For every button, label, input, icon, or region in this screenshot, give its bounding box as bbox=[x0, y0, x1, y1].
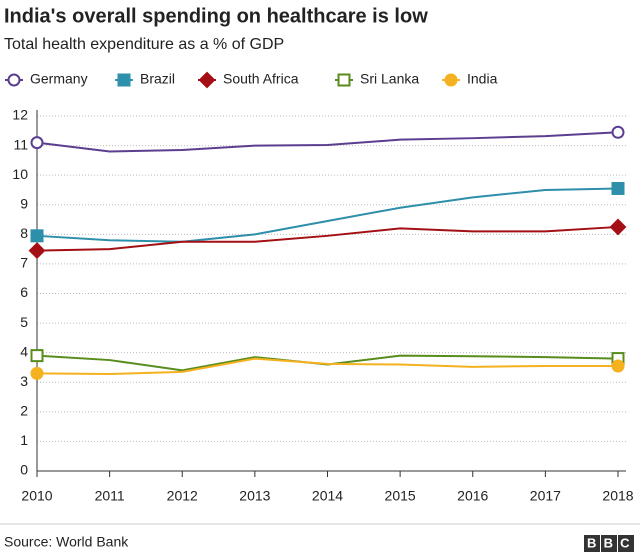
legend-label: Sri Lanka bbox=[360, 71, 419, 87]
legend-label: Germany bbox=[30, 71, 88, 87]
end-marker bbox=[611, 181, 625, 195]
legend-marker bbox=[7, 73, 21, 87]
legend-marker bbox=[198, 71, 216, 89]
y-tick-label: 10 bbox=[12, 166, 28, 182]
logo-text: BBC bbox=[587, 535, 637, 550]
end-marker bbox=[28, 242, 46, 260]
x-tick-label: 2013 bbox=[239, 488, 270, 504]
legend-label: India bbox=[467, 71, 498, 87]
y-tick-label: 6 bbox=[20, 284, 28, 300]
end-marker bbox=[609, 218, 627, 236]
x-tick-label: 2017 bbox=[530, 488, 561, 504]
y-tick-label: 4 bbox=[20, 343, 28, 359]
end-marker bbox=[611, 125, 625, 139]
x-tick-label: 2016 bbox=[457, 488, 488, 504]
x-tick-label: 2014 bbox=[312, 488, 343, 504]
y-tick-label: 11 bbox=[13, 136, 28, 152]
legend-label: Brazil bbox=[140, 71, 175, 87]
series-line bbox=[36, 131, 619, 153]
legend-label: South Africa bbox=[223, 71, 299, 87]
x-tick-label: 2010 bbox=[21, 488, 52, 504]
x-tick-label: 2011 bbox=[95, 488, 125, 504]
x-tick-label: 2015 bbox=[385, 488, 416, 504]
end-marker bbox=[30, 229, 44, 243]
y-tick-label: 9 bbox=[20, 195, 28, 211]
y-tick-label: 0 bbox=[20, 462, 28, 478]
x-tick-label: 2018 bbox=[602, 488, 633, 504]
x-tick-label: 2012 bbox=[167, 488, 198, 504]
y-tick-label: 7 bbox=[20, 255, 28, 271]
series-line bbox=[36, 357, 618, 375]
legend-marker bbox=[117, 73, 131, 87]
y-tick-label: 2 bbox=[20, 403, 28, 419]
chart-title: India's overall spending on healthcare i… bbox=[4, 5, 428, 27]
end-marker bbox=[611, 359, 625, 373]
legend-marker bbox=[444, 73, 458, 87]
y-tick-label: 8 bbox=[20, 225, 28, 241]
chart-subtitle: Total health expenditure as a % of GDP bbox=[4, 36, 284, 53]
logo: BBC bbox=[584, 535, 637, 552]
end-marker bbox=[30, 136, 44, 150]
source: Source: World Bank bbox=[4, 534, 129, 550]
end-marker bbox=[30, 366, 44, 380]
y-tick-label: 12 bbox=[12, 107, 28, 123]
end-marker bbox=[30, 349, 44, 363]
y-tick-label: 3 bbox=[20, 373, 28, 389]
y-tick-label: 5 bbox=[20, 314, 28, 330]
series-line bbox=[36, 187, 619, 243]
legend-marker bbox=[337, 73, 351, 87]
y-tick-label: 1 bbox=[20, 432, 28, 448]
series-line bbox=[36, 225, 619, 252]
